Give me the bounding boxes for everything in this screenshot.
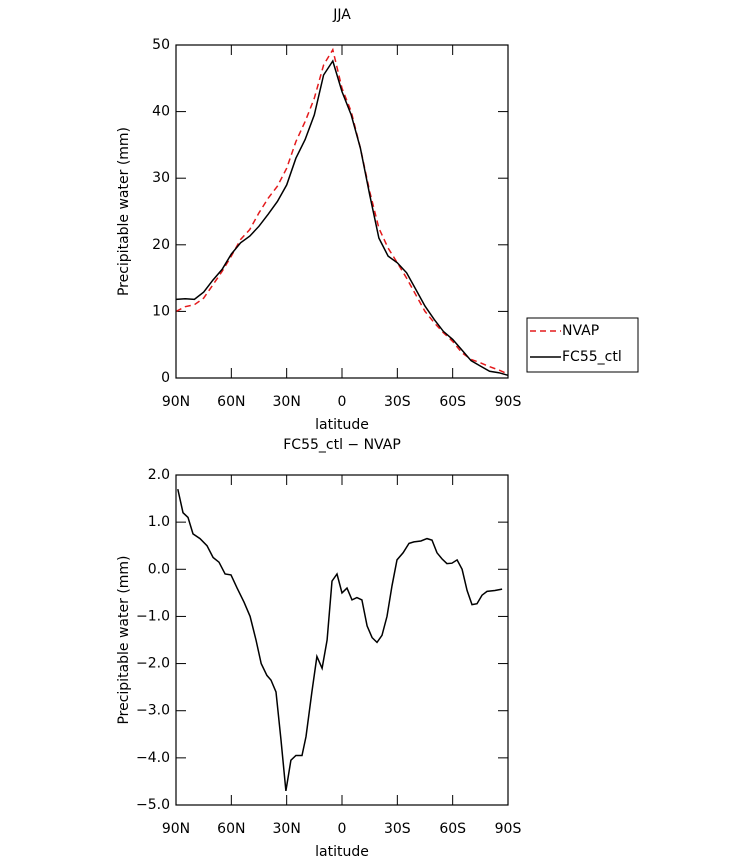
x-tick-label: 90S xyxy=(495,394,522,410)
x-axis-label: latitude xyxy=(315,417,369,433)
x-tick-label: 30N xyxy=(273,394,301,410)
y-tick-label: 1.0 xyxy=(148,514,170,530)
x-tick-label: 30S xyxy=(384,394,411,410)
legend-box xyxy=(526,317,639,373)
x-tick-label: 0 xyxy=(338,394,347,410)
chart-title: FC55_ctl − NVAP xyxy=(283,437,401,453)
legend-label: FC55_ctl xyxy=(562,349,622,365)
y-tick-label: −2.0 xyxy=(136,656,170,672)
y-tick-label: 40 xyxy=(152,104,170,120)
plot-frame xyxy=(175,44,509,379)
y-tick-label: −5.0 xyxy=(136,797,170,813)
y-tick-label: −1.0 xyxy=(136,608,170,624)
y-tick-label: −4.0 xyxy=(136,750,170,766)
x-axis-label: latitude xyxy=(315,844,369,860)
x-tick-label: 30N xyxy=(273,821,301,837)
x-tick-label: 90N xyxy=(162,821,190,837)
y-tick-label: 30 xyxy=(152,170,170,186)
y-tick-label: 20 xyxy=(152,237,170,253)
y-tick-label: 0.0 xyxy=(148,561,170,577)
data-line xyxy=(175,59,509,377)
x-tick-label: 60N xyxy=(217,821,245,837)
x-tick-label: 90S xyxy=(495,821,522,837)
x-tick-label: 60S xyxy=(439,394,466,410)
y-tick-label: 0 xyxy=(161,370,170,386)
x-tick-label: 90N xyxy=(162,394,190,410)
data-line xyxy=(175,47,509,375)
plot-frame xyxy=(175,474,509,806)
x-tick-label: 60S xyxy=(439,821,466,837)
y-axis-label: Precipitable water (mm) xyxy=(116,127,132,296)
y-tick-label: 50 xyxy=(152,37,170,53)
y-axis-label: Precipitable water (mm) xyxy=(116,555,132,724)
x-tick-label: 30S xyxy=(384,821,411,837)
y-tick-label: 10 xyxy=(152,303,170,319)
x-tick-label: 60N xyxy=(217,394,245,410)
chart-title: JJA xyxy=(332,7,351,23)
x-tick-label: 0 xyxy=(338,821,347,837)
y-tick-label: −3.0 xyxy=(136,703,170,719)
data-line xyxy=(177,488,503,792)
y-tick-label: 2.0 xyxy=(148,467,170,483)
legend-label: NVAP xyxy=(562,323,599,339)
